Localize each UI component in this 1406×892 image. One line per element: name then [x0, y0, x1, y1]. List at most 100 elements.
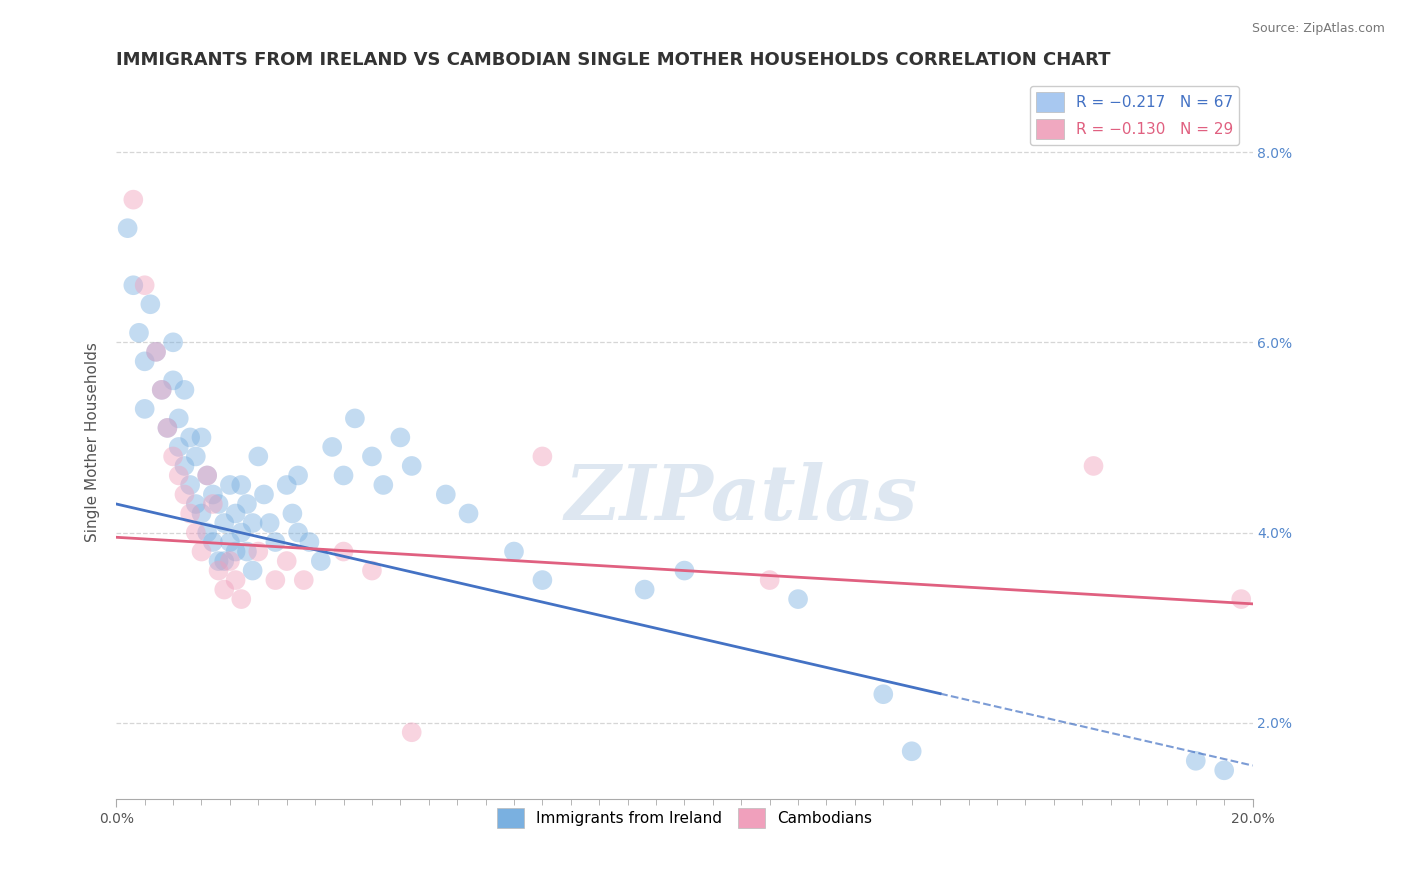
Text: Source: ZipAtlas.com: Source: ZipAtlas.com	[1251, 22, 1385, 36]
Point	[434, 487, 457, 501]
Point	[167, 411, 190, 425]
Point	[247, 450, 270, 464]
Legend: Immigrants from Ireland, Cambodians: Immigrants from Ireland, Cambodians	[491, 802, 879, 834]
Point	[236, 497, 259, 511]
Point	[156, 421, 179, 435]
Point	[190, 430, 212, 444]
Point	[184, 450, 207, 464]
Point	[531, 450, 554, 464]
Point	[190, 507, 212, 521]
Point	[207, 497, 229, 511]
Point	[361, 450, 384, 464]
Point	[201, 487, 224, 501]
Point	[787, 592, 810, 607]
Text: IMMIGRANTS FROM IRELAND VS CAMBODIAN SINGLE MOTHER HOUSEHOLDS CORRELATION CHART: IMMIGRANTS FROM IRELAND VS CAMBODIAN SIN…	[117, 51, 1111, 69]
Point	[117, 221, 139, 235]
Point	[531, 573, 554, 587]
Point	[122, 193, 145, 207]
Point	[401, 458, 423, 473]
Point	[247, 544, 270, 558]
Point	[634, 582, 657, 597]
Point	[231, 525, 253, 540]
Point	[373, 478, 395, 492]
Point	[201, 535, 224, 549]
Point	[134, 401, 156, 416]
Point	[134, 354, 156, 368]
Point	[1213, 764, 1236, 778]
Point	[150, 383, 173, 397]
Point	[195, 468, 218, 483]
Point	[321, 440, 343, 454]
Point	[276, 478, 298, 492]
Point	[231, 478, 253, 492]
Point	[122, 278, 145, 293]
Point	[212, 582, 235, 597]
Point	[190, 544, 212, 558]
Point	[1083, 458, 1105, 473]
Point	[128, 326, 150, 340]
Point	[179, 430, 201, 444]
Point	[156, 421, 179, 435]
Point	[298, 535, 321, 549]
Point	[173, 458, 195, 473]
Point	[361, 564, 384, 578]
Point	[281, 507, 304, 521]
Point	[219, 554, 242, 568]
Point	[401, 725, 423, 739]
Point	[167, 468, 190, 483]
Point	[173, 383, 195, 397]
Point	[162, 450, 184, 464]
Point	[219, 478, 242, 492]
Point	[145, 344, 167, 359]
Point	[457, 507, 479, 521]
Point	[292, 573, 315, 587]
Point	[134, 278, 156, 293]
Point	[184, 497, 207, 511]
Point	[332, 468, 354, 483]
Point	[195, 525, 218, 540]
Point	[872, 687, 894, 701]
Point	[162, 335, 184, 350]
Point	[225, 573, 247, 587]
Y-axis label: Single Mother Households: Single Mother Households	[86, 343, 100, 542]
Point	[162, 373, 184, 387]
Point	[212, 554, 235, 568]
Point	[145, 344, 167, 359]
Point	[332, 544, 354, 558]
Point	[287, 468, 309, 483]
Point	[167, 440, 190, 454]
Point	[1230, 592, 1253, 607]
Point	[1184, 754, 1206, 768]
Point	[207, 564, 229, 578]
Point	[503, 544, 526, 558]
Text: ZIPatlas: ZIPatlas	[565, 462, 918, 536]
Point	[236, 544, 259, 558]
Point	[231, 592, 253, 607]
Point	[219, 535, 242, 549]
Point	[309, 554, 332, 568]
Point	[207, 554, 229, 568]
Point	[173, 487, 195, 501]
Point	[195, 468, 218, 483]
Point	[179, 507, 201, 521]
Point	[758, 573, 780, 587]
Point	[225, 544, 247, 558]
Point	[673, 564, 696, 578]
Point	[242, 516, 264, 530]
Point	[212, 516, 235, 530]
Point	[201, 497, 224, 511]
Point	[389, 430, 412, 444]
Point	[253, 487, 276, 501]
Point	[242, 564, 264, 578]
Point	[264, 535, 287, 549]
Point	[287, 525, 309, 540]
Point	[343, 411, 366, 425]
Point	[139, 297, 162, 311]
Point	[264, 573, 287, 587]
Point	[900, 744, 922, 758]
Point	[225, 507, 247, 521]
Point	[276, 554, 298, 568]
Point	[150, 383, 173, 397]
Point	[184, 525, 207, 540]
Point	[259, 516, 281, 530]
